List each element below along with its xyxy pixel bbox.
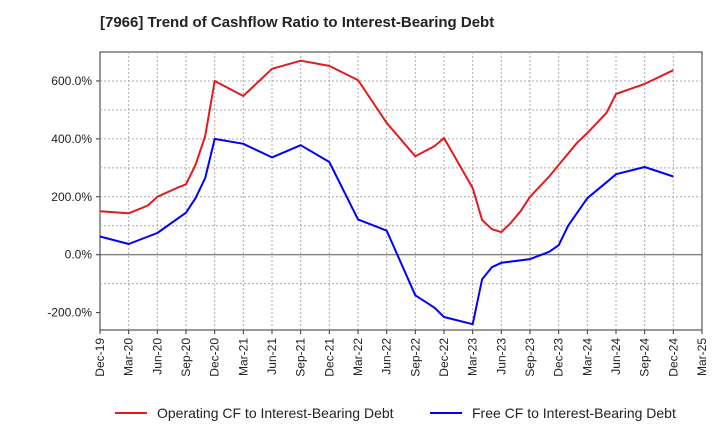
x-tick-label: Mar-24	[580, 338, 594, 376]
x-tick-label: Mar-20	[122, 338, 136, 376]
x-tick-label: Mar-22	[351, 338, 365, 376]
y-tick-label: 0.0%	[65, 248, 93, 262]
x-tick-label: Sep-23	[523, 338, 537, 377]
legend-swatch	[430, 412, 462, 414]
x-tick-label: Dec-22	[437, 338, 451, 377]
x-tick-label: Jun-22	[380, 338, 394, 375]
x-tick-label: Sep-20	[179, 338, 193, 377]
x-tick-label: Jun-23	[494, 338, 508, 375]
x-tick-label: Sep-21	[294, 338, 308, 377]
y-tick-label: -200.0%	[47, 306, 92, 320]
legend: Operating CF to Interest-Bearing Debt Fre…	[0, 398, 720, 428]
legend-swatch	[115, 412, 147, 414]
operating-cf-line	[99, 59, 674, 234]
y-tick-label: 400.0%	[51, 132, 92, 146]
plot-area	[99, 51, 703, 331]
legend-item: Free CF to Interest-Bearing Debt	[430, 398, 676, 428]
legend-label: Operating CF to Interest-Bearing Debt	[157, 405, 394, 421]
x-tick-label: Dec-21	[322, 338, 336, 377]
x-tick-label: Sep-24	[638, 338, 652, 377]
chart-title: [7966] Trend of Cashflow Ratio to Intere…	[100, 14, 495, 31]
y-tick-label: 200.0%	[51, 190, 92, 204]
x-tick-label: Dec-24	[666, 338, 680, 377]
legend-item: Operating CF to Interest-Bearing Debt	[115, 398, 394, 428]
x-tick-label: Dec-23	[552, 338, 566, 377]
y-tick-label: 600.0%	[51, 74, 92, 88]
x-tick-label: Dec-19	[93, 338, 107, 377]
x-tick-label: Jun-24	[609, 338, 623, 375]
legend-label: Free CF to Interest-Bearing Debt	[472, 405, 676, 421]
x-tick-label: Jun-21	[265, 338, 279, 375]
x-tick-label: Mar-25	[695, 338, 709, 376]
free-cf-line	[99, 137, 674, 326]
x-tick-label: Jun-20	[150, 338, 164, 375]
x-tick-label: Dec-20	[208, 338, 222, 377]
x-tick-label: Mar-21	[236, 338, 250, 376]
x-tick-label: Sep-22	[408, 338, 422, 377]
x-tick-label: Mar-23	[466, 338, 480, 376]
